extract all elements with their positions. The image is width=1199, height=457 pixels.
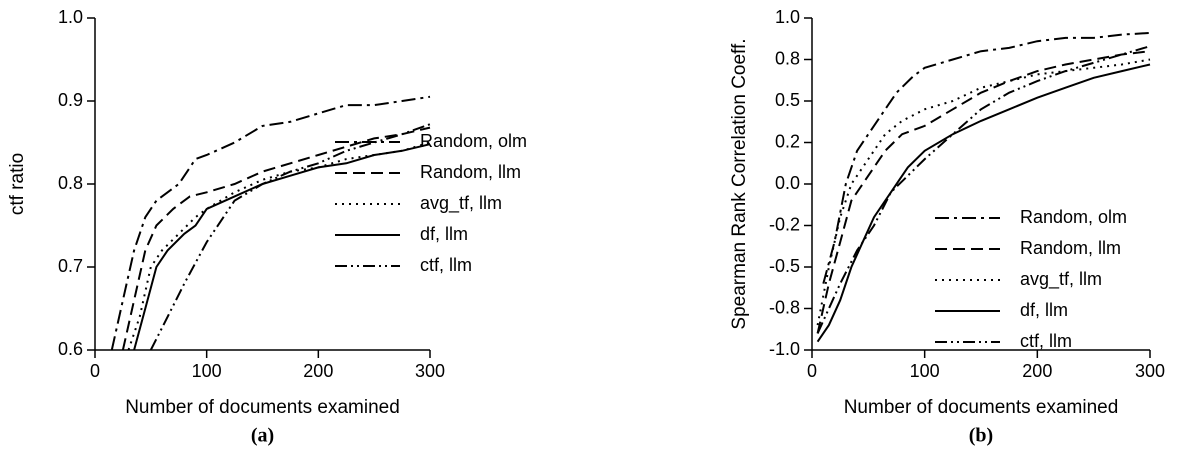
legend-label: avg_tf, llm xyxy=(1020,269,1102,290)
x-tick-label: 100 xyxy=(192,361,222,381)
legend-label: Random, olm xyxy=(420,131,527,151)
series-line xyxy=(816,45,1151,334)
y-tick-label: 0.0 xyxy=(775,173,800,193)
plot: -1.0 -0.8 -0.5 -0.2 0.0 0.2 0.5 0.8 1.0 0 100 200 30… xyxy=(729,7,1165,447)
series-line xyxy=(816,58,1151,326)
plot: 0.6 0.7 0.8 0.9 1.0 0 100 200 300 Number of docum… xyxy=(7,7,527,447)
y-axis-title: Spearman Rank Correlation Coeff. xyxy=(729,38,750,329)
series-line xyxy=(133,143,431,351)
legend: Random, olm Random, llm avg_tf, llm df, llm… xyxy=(935,207,1127,351)
x-tick-label: 0 xyxy=(807,361,817,381)
y-tick-label: 0.2 xyxy=(775,131,800,151)
series-line xyxy=(110,95,431,351)
y-tick-label: 0.8 xyxy=(775,48,800,68)
legend-label: df, llm xyxy=(420,224,468,244)
x-axis-title: Number of documents examined xyxy=(844,397,1119,418)
y-tick-label: 0.9 xyxy=(58,90,83,110)
x-tick-label: 300 xyxy=(1135,361,1165,381)
y-tick-label: -0.8 xyxy=(769,297,800,317)
legend-label: Random, llm xyxy=(1020,238,1121,258)
x-tick-label: 300 xyxy=(415,361,445,381)
y-tick-label: 0.8 xyxy=(58,173,83,193)
series-line xyxy=(822,31,1151,284)
legend-label: ctf, llm xyxy=(420,255,472,275)
series-line xyxy=(816,50,1151,334)
series-line xyxy=(121,126,431,351)
y-tick-label: 0.5 xyxy=(775,90,800,110)
caption: (b) xyxy=(969,425,993,447)
y-tick-label: -0.5 xyxy=(769,256,800,276)
x-tick-label: 200 xyxy=(303,361,333,381)
y-tick-label: -1.0 xyxy=(769,339,800,359)
x-tick-label: 100 xyxy=(910,361,940,381)
legend-label: avg_tf, llm xyxy=(420,193,502,214)
y-tick-label: 0.7 xyxy=(58,256,83,276)
x-tick-label: 200 xyxy=(1022,361,1052,381)
y-tick-label: 1.0 xyxy=(58,7,83,27)
y-tick-label: 0.6 xyxy=(58,339,83,359)
caption: (a) xyxy=(251,425,274,447)
legend-label: Random, llm xyxy=(420,162,521,182)
legend-label: ctf, llm xyxy=(1020,331,1072,351)
series-line xyxy=(149,123,431,351)
legend: Random, olm Random, llm avg_tf, llm df, llm… xyxy=(335,131,527,275)
y-tick-label: -0.2 xyxy=(769,214,800,234)
x-tick-label: 0 xyxy=(90,361,100,381)
y-axis-title: ctf ratio xyxy=(7,153,28,215)
x-axis-title: Number of documents examined xyxy=(125,397,400,418)
legend-label: Random, olm xyxy=(1020,207,1127,227)
legend-label: df, llm xyxy=(1020,300,1068,320)
series-line xyxy=(127,141,431,351)
series-line xyxy=(816,63,1151,343)
y-tick-label: 1.0 xyxy=(775,7,800,27)
